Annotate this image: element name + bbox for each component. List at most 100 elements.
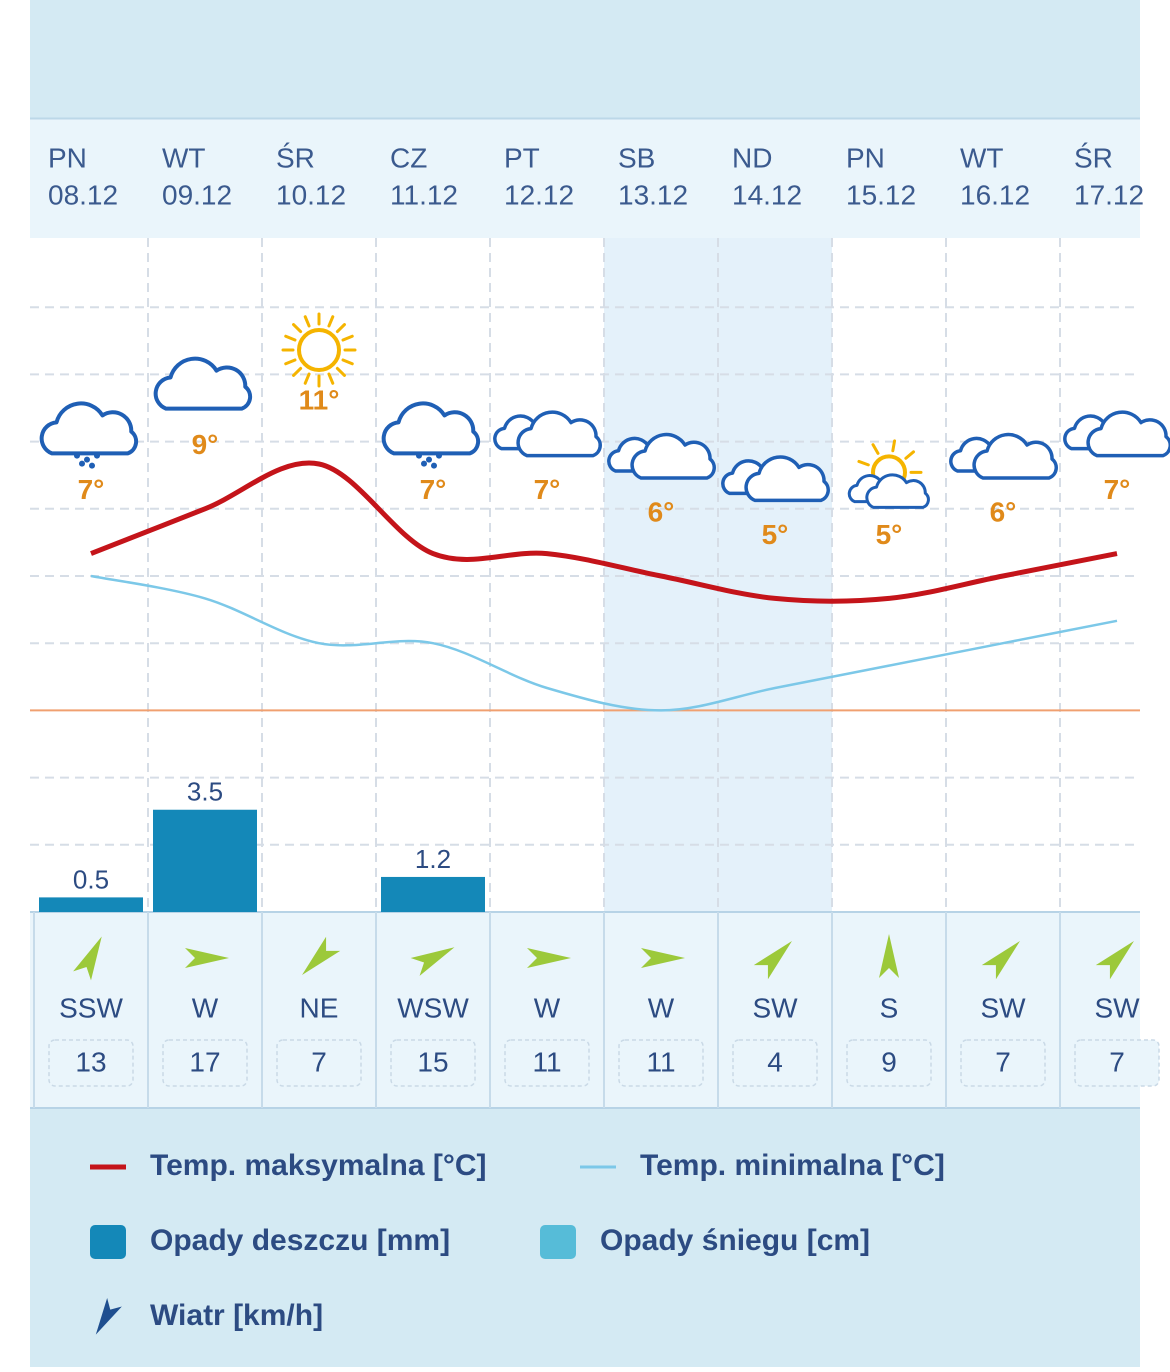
wind-speed-box <box>846 1039 932 1087</box>
wind-speed: 15 <box>417 1046 448 1077</box>
wind-arrow <box>410 947 455 976</box>
wind-speed-box <box>618 1039 704 1087</box>
wind-direction: NE <box>300 992 339 1023</box>
max-temp-label: 7° <box>78 474 105 505</box>
wind-arrow <box>753 941 792 980</box>
rain-drop <box>431 462 437 469</box>
cloud <box>381 401 481 456</box>
weekday-label: PT <box>504 142 540 173</box>
weather-icon <box>493 410 602 458</box>
date-label: 16.12 <box>960 179 1030 210</box>
rain-drop <box>421 460 427 467</box>
wind-speed-box <box>732 1039 818 1087</box>
sun-ray <box>335 323 346 334</box>
precip-bar <box>39 897 143 912</box>
max-temp-label: 5° <box>876 519 903 550</box>
weekday-label: ŚR <box>276 141 315 173</box>
wind-speed: 4 <box>767 1046 783 1077</box>
cloud <box>39 401 139 456</box>
wind-direction: SSW <box>59 992 123 1023</box>
legend-label: Temp. maksymalna [°C] <box>150 1149 487 1182</box>
temp-line <box>90 574 1118 712</box>
date-label: 12.12 <box>504 179 574 210</box>
sun-ray <box>303 372 311 385</box>
max-temp-label: 11° <box>299 384 340 415</box>
wind-speed-box <box>162 1039 248 1087</box>
sun-ray <box>284 334 297 342</box>
weekday-label: PN <box>48 142 87 173</box>
max-temp-label: 6° <box>990 496 1017 527</box>
legend-swatch <box>540 1225 576 1259</box>
sun-ray <box>327 372 335 385</box>
sun-ray <box>891 439 897 453</box>
wind-arrow <box>302 936 341 975</box>
legend-label: Opady śniegu [cm] <box>600 1224 870 1257</box>
date-label: 14.12 <box>732 179 802 210</box>
wind-arrow <box>641 948 685 968</box>
weekday-label: SB <box>618 142 655 173</box>
wind-speed: 9 <box>881 1046 897 1077</box>
wind-direction: W <box>534 992 561 1023</box>
weather-icon <box>1063 410 1170 458</box>
legend-label: Temp. minimalna [°C] <box>640 1149 945 1182</box>
weather-icon <box>721 455 830 503</box>
wind-arrow <box>1095 941 1134 980</box>
wind-speed-box <box>390 1039 476 1087</box>
weekday-label: PN <box>846 142 885 173</box>
legend-swatch <box>95 1298 122 1335</box>
wind-speed: 7 <box>995 1046 1011 1077</box>
weekday-label: ND <box>732 142 772 173</box>
legend-swatch <box>90 1225 126 1259</box>
max-temp-label: 7° <box>534 474 561 505</box>
sun-ray <box>303 315 311 328</box>
sun-ray <box>292 323 303 334</box>
rain-drop <box>94 452 100 459</box>
sun-ray <box>284 358 297 366</box>
date-label: 15.12 <box>846 179 916 210</box>
wind-arrow <box>527 948 571 968</box>
cloud <box>865 473 930 509</box>
wind-speed: 11 <box>646 1046 675 1077</box>
cloud <box>516 410 602 458</box>
sun-ray <box>292 366 303 377</box>
wind-speed: 7 <box>1109 1046 1125 1077</box>
weekday-label: WT <box>162 142 206 173</box>
cloud <box>1086 410 1170 458</box>
cloud <box>744 455 830 503</box>
wind-speed-box <box>48 1039 134 1087</box>
rain-drop <box>89 462 95 469</box>
date-label: 17.12 <box>1074 179 1144 210</box>
weather-icon <box>847 439 930 509</box>
wind-speed-box <box>504 1039 590 1087</box>
wind-speed: 11 <box>532 1046 561 1077</box>
rain-drop <box>74 452 80 459</box>
temp-line <box>90 460 1118 604</box>
wind-direction: WSW <box>397 992 469 1023</box>
wind-direction: SW <box>980 992 1026 1023</box>
wind-speed-box <box>276 1039 362 1087</box>
cloud <box>153 356 253 411</box>
rain-drop <box>436 452 442 459</box>
wind-speed-box <box>1074 1039 1160 1087</box>
bar-label: 0.5 <box>73 864 109 894</box>
wind-direction: SW <box>752 992 798 1023</box>
date-label: 11.12 <box>390 179 458 210</box>
date-label: 08.12 <box>48 179 118 210</box>
cloud <box>972 432 1058 480</box>
date-label: 10.12 <box>276 179 346 210</box>
max-temp-label: 7° <box>1104 474 1131 505</box>
max-temp-label: 9° <box>192 429 219 460</box>
weather-icon <box>153 356 253 411</box>
wind-arrow <box>981 941 1020 980</box>
max-temp-label: 6° <box>648 496 675 527</box>
sun-ray <box>904 450 916 460</box>
weather-icon <box>949 432 1058 480</box>
wind-direction: W <box>648 992 675 1023</box>
sun-ray <box>327 315 335 328</box>
precip-bar <box>381 876 485 912</box>
wind-speed: 17 <box>189 1046 220 1077</box>
rain-drop <box>79 460 85 467</box>
legend-label: Opady deszczu [mm] <box>150 1224 450 1257</box>
sun-ray <box>341 358 354 366</box>
